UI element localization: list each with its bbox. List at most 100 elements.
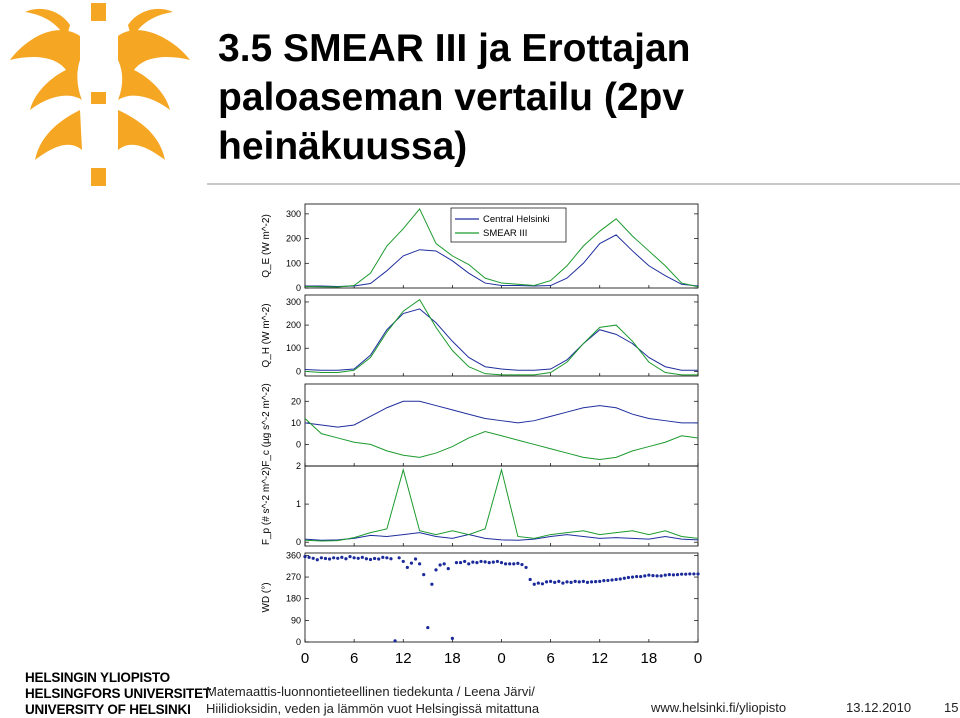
wd-point (557, 579, 561, 583)
university-name-fi: HELSINGIN YLIOPISTO (25, 670, 170, 685)
wd-point (581, 579, 585, 583)
wd-point (512, 562, 516, 566)
wd-point (516, 561, 520, 565)
y-axis-label: WD (°) (261, 582, 272, 612)
wd-point (622, 576, 626, 580)
wd-point (508, 562, 512, 566)
y-tick-label: 0 (296, 439, 301, 449)
y-tick-label: 200 (286, 320, 301, 330)
wd-point (315, 558, 319, 562)
y-tick-label: 300 (286, 297, 301, 307)
wd-point (655, 574, 659, 578)
panel-frame (304, 552, 699, 643)
legend-label: Central Helsinki (483, 214, 550, 225)
wd-point (602, 579, 606, 583)
wd-point (360, 555, 364, 559)
x-tick-label: 0 (497, 650, 506, 667)
footer-line: Hiilidioksidin, veden ja lämmön vuot Hel… (206, 701, 540, 716)
wd-point (438, 563, 442, 567)
wd-point (528, 577, 532, 582)
wd-point (327, 557, 332, 561)
wd-point (520, 562, 524, 567)
footer-url: www.helsinki.fi/yliopisto (651, 700, 787, 715)
panel-frame (304, 383, 699, 467)
wd-point (426, 625, 430, 630)
x-tick-label: 6 (546, 650, 555, 667)
wd-point (610, 578, 614, 582)
x-tick-label: 12 (591, 650, 609, 667)
wd-point (368, 557, 373, 562)
wd-point (659, 574, 663, 578)
x-axis-tick-labels: 0 6 12 18 0 6 12 18 0 (255, 650, 715, 672)
y-tick-label: 180 (286, 594, 301, 604)
wd-point (606, 578, 610, 583)
y-tick-label: 20 (291, 396, 301, 406)
wd-point (549, 579, 553, 583)
wd-point (487, 561, 491, 565)
wd-point (651, 574, 655, 578)
wd-point (491, 560, 495, 564)
wd-point (503, 562, 508, 566)
wd-point (634, 574, 639, 579)
wd-point (344, 557, 348, 561)
wd-point (499, 561, 504, 565)
wd-point (639, 574, 643, 579)
series-line-smear-iii (304, 418, 699, 461)
wd-point (364, 557, 369, 561)
y-tick-label: 200 (286, 234, 301, 244)
wd-point (618, 577, 622, 581)
wd-point (463, 559, 467, 564)
wd-point (524, 565, 528, 570)
wd-point (372, 556, 377, 561)
wd-point (667, 573, 671, 577)
wd-point (332, 556, 336, 560)
title-line: heinäkuussa) (218, 125, 468, 168)
wd-point (577, 580, 581, 584)
wd-point (471, 560, 475, 564)
wd-point (401, 559, 405, 564)
wd-point (393, 639, 397, 643)
wd-point (397, 556, 401, 560)
series-line-central-helsinki (305, 234, 699, 288)
wd-point (536, 581, 540, 585)
wd-point (569, 580, 573, 584)
y-tick-label: 10 (291, 418, 301, 428)
wd-point (671, 573, 676, 577)
title-divider (207, 183, 960, 185)
wd-point (544, 580, 549, 584)
university-flame-logo (10, 3, 190, 186)
wd-point (356, 556, 360, 560)
wd-point (418, 562, 422, 566)
panel-frame (304, 465, 699, 547)
wd-point (385, 556, 389, 560)
wd-point (409, 561, 414, 565)
wd-point (307, 555, 311, 559)
y-axis-label: Q_H (W m^-2) (261, 303, 272, 367)
x-tick-label: 0 (300, 650, 310, 667)
y-tick-label: 270 (286, 572, 301, 582)
wd-point (311, 556, 315, 560)
wd-point (319, 556, 323, 560)
wd-point (540, 582, 545, 586)
wd-point (675, 573, 680, 577)
page-number: 15 (944, 700, 959, 715)
wd-point (589, 580, 594, 584)
y-axis-label: Q_E (W m^-2) (261, 214, 272, 278)
wd-point (442, 562, 446, 566)
x-tick-label: 18 (444, 650, 461, 667)
wd-point (389, 557, 393, 561)
legend-box (450, 207, 567, 243)
wd-point (303, 555, 307, 559)
wd-point (598, 579, 602, 583)
university-name-en: UNIVERSITY OF HELSINKI (25, 702, 191, 717)
y-tick-label: 1 (296, 499, 301, 509)
series-line-smear-iii (304, 467, 699, 542)
series-line-central-helsinki (304, 400, 698, 428)
panel-frame (304, 294, 699, 377)
y-axis-label: F_c (µg s^-2 m^-2) (261, 383, 272, 467)
wd-point (684, 572, 688, 576)
wd-point (594, 580, 598, 584)
wd-point (458, 561, 463, 565)
university-name-sv: HELSINGFORS UNIVERSITET (25, 686, 211, 701)
title-line: paloaseman vertailu (2pv (218, 76, 685, 119)
